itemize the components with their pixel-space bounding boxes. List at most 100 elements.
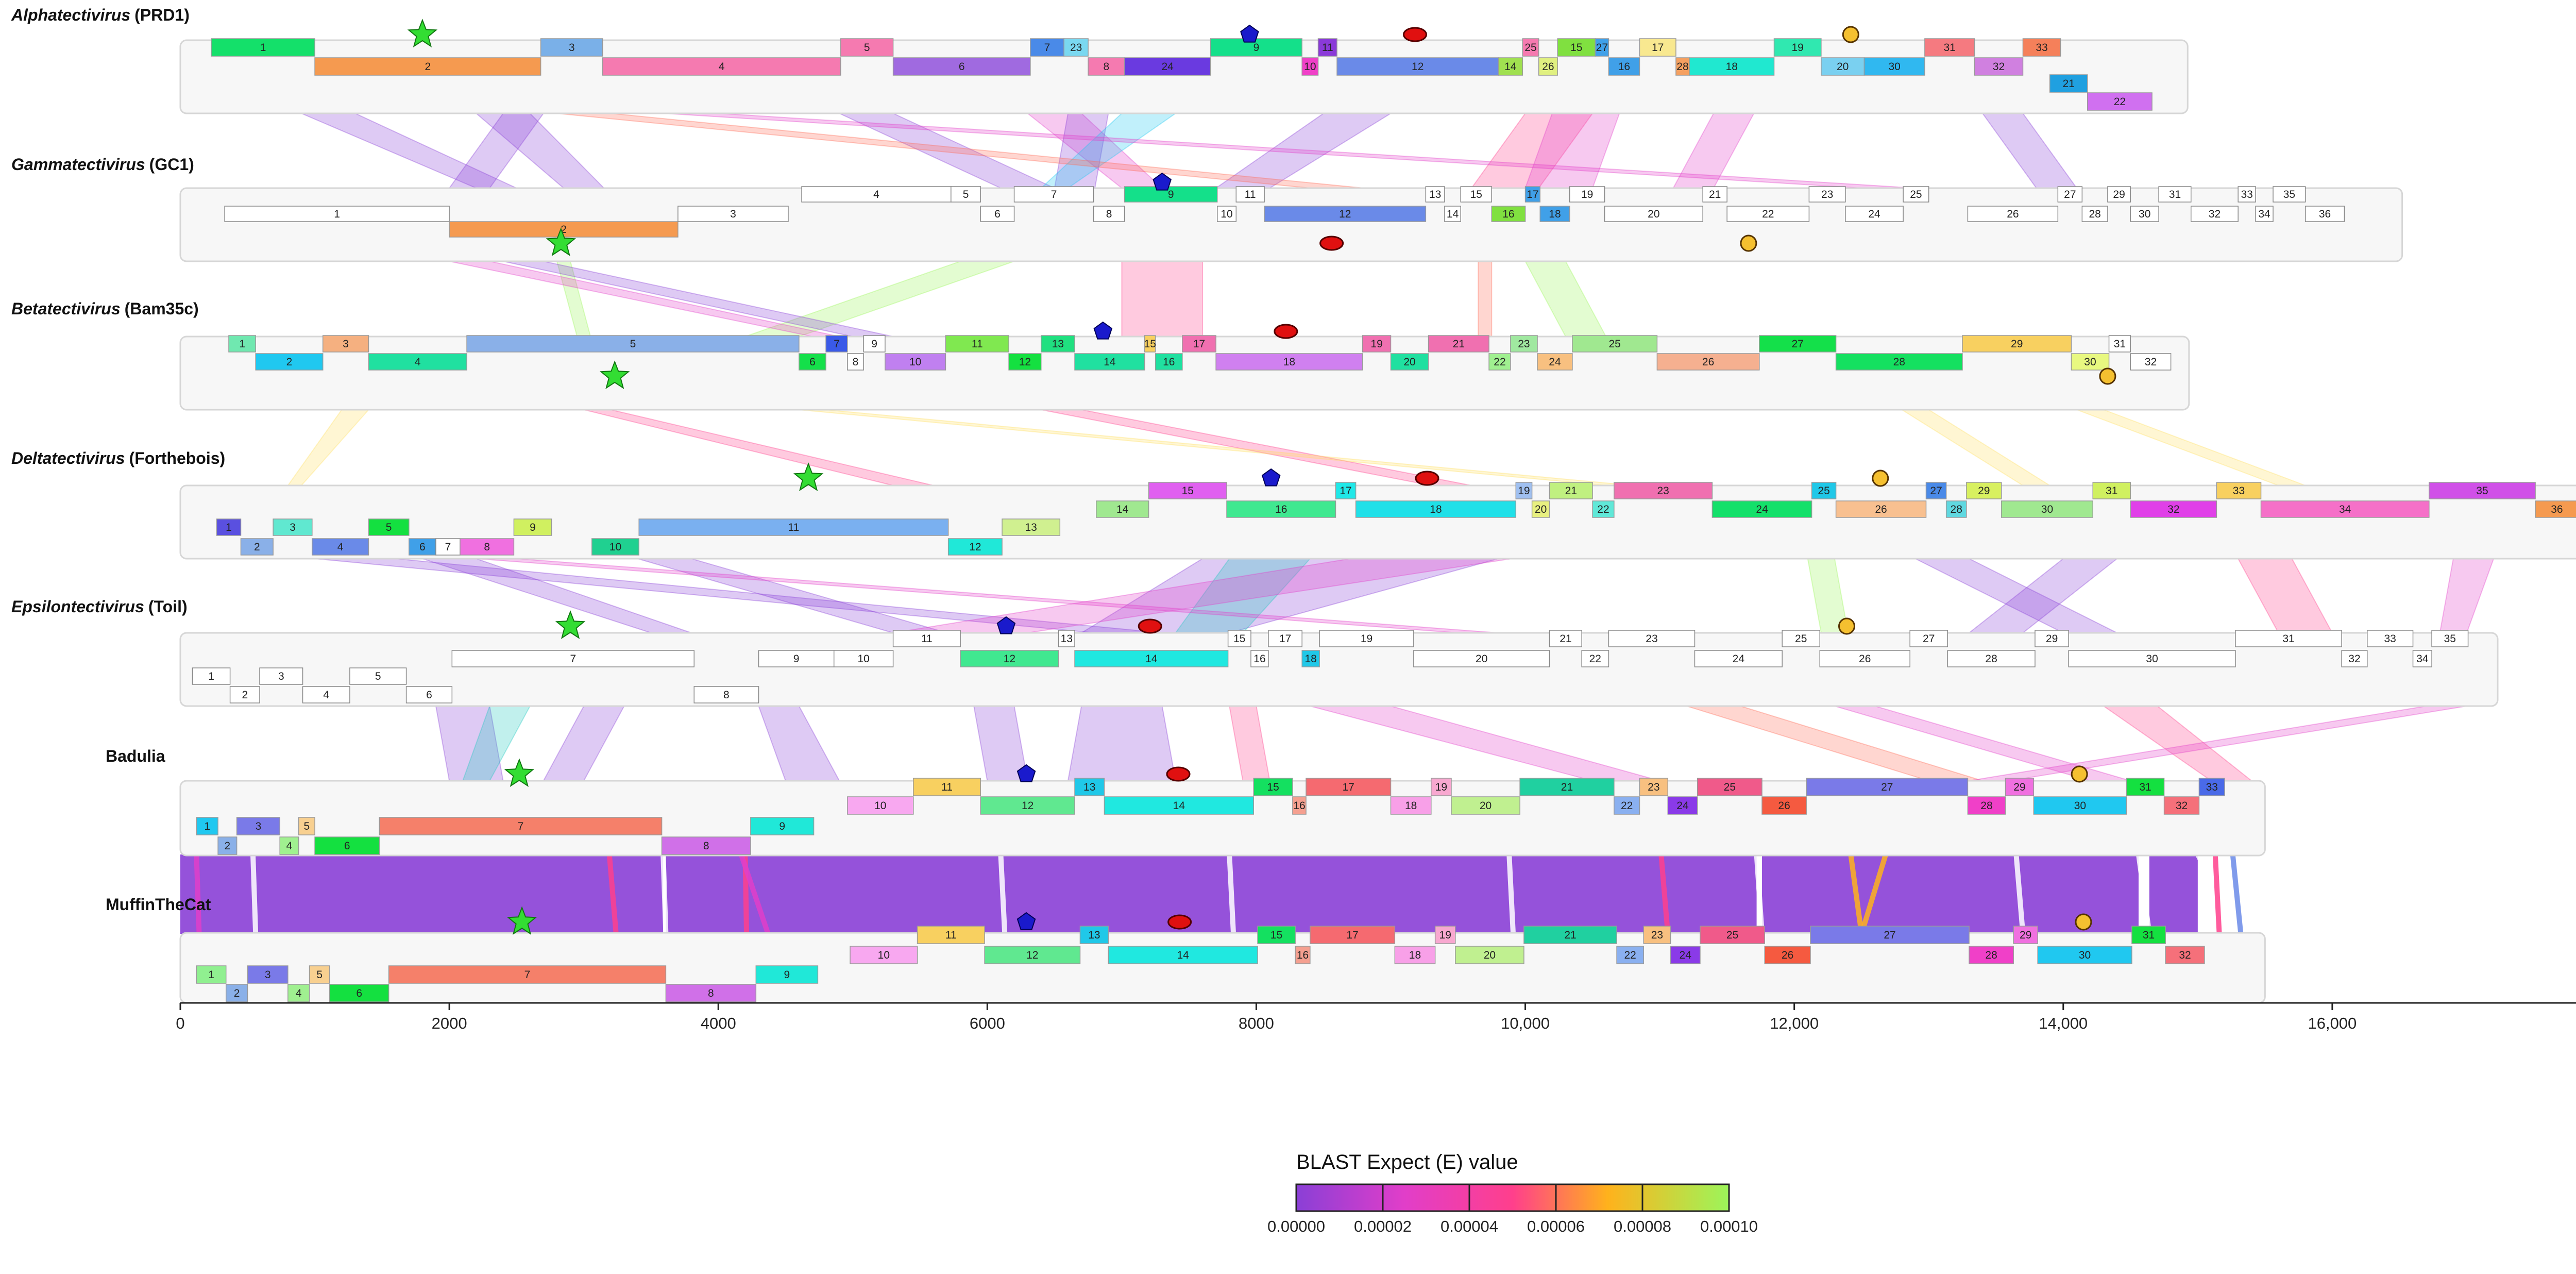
- gene-number: 4: [337, 541, 344, 553]
- gene-number: 5: [864, 42, 870, 54]
- gene: 26: [1819, 650, 1910, 667]
- gene-number: 22: [1494, 356, 1505, 368]
- gene-number: 12: [1022, 800, 1033, 812]
- gene-box: [693, 686, 759, 703]
- gene-box: [1924, 38, 1975, 57]
- gene: 26: [1764, 946, 1811, 964]
- gene: 24: [1667, 796, 1698, 815]
- gene-box: [980, 796, 1075, 815]
- gene: 12: [1264, 206, 1427, 222]
- gene-box: [1967, 796, 2006, 815]
- gene-number: 7: [1044, 42, 1050, 54]
- gene-box: [847, 796, 914, 815]
- gene-number: 30: [2139, 208, 2150, 220]
- gene-number: 28: [1893, 356, 1905, 368]
- synteny-streak: [1859, 853, 1888, 935]
- gene-number: 23: [1657, 485, 1669, 497]
- gene-box: [661, 836, 751, 855]
- gene-box: [665, 984, 757, 1002]
- gene-box: [1390, 796, 1432, 815]
- gene-number: 7: [445, 541, 451, 553]
- gene: 1: [211, 38, 315, 57]
- gene: 31: [2158, 186, 2192, 203]
- gene-box: [1319, 630, 1414, 647]
- gene-number: 23: [1821, 189, 1833, 200]
- gene: 5: [840, 38, 894, 57]
- gene: 30: [2001, 500, 2093, 518]
- gene-box: [2037, 946, 2132, 964]
- gene-box: [1614, 482, 1713, 499]
- gene: 14: [1104, 796, 1254, 815]
- gene: 32: [1974, 57, 2024, 76]
- gene: 26: [1656, 353, 1760, 371]
- gene: 5: [309, 965, 330, 984]
- gene-number: 16: [1253, 653, 1265, 665]
- gene-number: 22: [1762, 208, 1774, 220]
- gene-number: 4: [719, 61, 725, 73]
- gene-number: 35: [2283, 189, 2295, 200]
- gene: 20: [1604, 206, 1703, 222]
- gene-number: 32: [2145, 356, 2157, 368]
- gene-number: 15: [1267, 781, 1279, 793]
- ellipse-marker-icon: [1319, 236, 1344, 251]
- gene: 15: [1257, 926, 1296, 944]
- gene-box: [1451, 796, 1520, 815]
- gene-box: [1572, 335, 1658, 353]
- blast-link: [1981, 113, 2078, 189]
- gene-box: [1549, 630, 1582, 647]
- gene: 24: [1711, 500, 1812, 518]
- gene-number: 12: [1004, 653, 1015, 665]
- gene-number: 10: [857, 653, 869, 665]
- gene: 19: [1515, 482, 1533, 499]
- gene: 9: [863, 335, 886, 353]
- gene-box: [2235, 630, 2342, 647]
- gene: 11: [1317, 38, 1337, 57]
- gene: 9: [758, 650, 835, 667]
- gene: 3: [677, 206, 789, 222]
- gene-box: [1498, 57, 1523, 76]
- gene-number: 9: [1253, 42, 1260, 54]
- gene-box: [1515, 482, 1533, 499]
- gene: 13: [1041, 335, 1075, 353]
- gene-box: [1104, 796, 1254, 815]
- gene-number: 11: [921, 633, 933, 645]
- gene-box: [2535, 500, 2576, 518]
- gene: 10: [591, 538, 639, 556]
- gene-number: 16: [1618, 61, 1630, 73]
- gene-box: [1697, 778, 1762, 796]
- gene-number: 28: [1951, 504, 1962, 515]
- gene-number: 33: [2384, 633, 2396, 645]
- gene-box: [892, 57, 1031, 76]
- gene: 4: [602, 57, 841, 76]
- gene: 27: [1595, 38, 1609, 57]
- gene-number: 21: [2063, 78, 2075, 90]
- gene-box: [1821, 57, 1865, 76]
- gene: 24: [1694, 650, 1783, 667]
- gene: 3: [540, 38, 603, 57]
- blast-link: [1067, 706, 1177, 781]
- gene-box: [368, 518, 410, 536]
- blast-link: [1686, 706, 1983, 781]
- gene-number: 11: [945, 929, 957, 941]
- gene: 8: [693, 686, 759, 703]
- gene: 6: [314, 836, 380, 855]
- gene-box: [833, 650, 894, 667]
- gene: 14: [1074, 353, 1145, 371]
- gene: 27: [1806, 778, 1969, 796]
- gene-box: [1639, 38, 1676, 57]
- gene: 32: [2130, 500, 2217, 518]
- gene-box: [2071, 353, 2110, 371]
- gene: 34: [2255, 206, 2274, 222]
- gene-box: [1250, 650, 1269, 667]
- synteny-streak: [1848, 854, 1865, 934]
- gene-number: 24: [1161, 61, 1174, 73]
- gene-box: [591, 538, 639, 556]
- gene-number: 16: [1163, 356, 1175, 368]
- star-marker-icon: [407, 19, 438, 47]
- gene: 33: [2216, 482, 2262, 499]
- gene-box: [1581, 650, 1609, 667]
- gene-box: [2165, 946, 2205, 964]
- star-marker-icon: [793, 462, 824, 491]
- gene-box: [1295, 946, 1311, 964]
- gene: 25: [1572, 335, 1658, 353]
